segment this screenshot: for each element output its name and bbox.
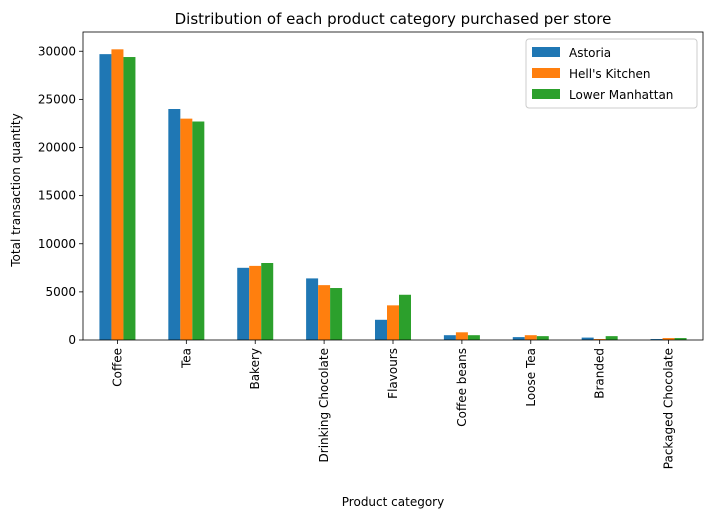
legend-label-0: Astoria [569,46,611,60]
y-tick-label-6: 30000 [38,44,76,58]
legend: Astoria Hell's Kitchen Lower Manhattan [525,38,698,109]
x-axis-label: Product category [342,495,444,509]
x-tick-label-5: Coffee beans [455,348,469,427]
bar-6-0 [512,337,525,340]
x-tick-label-2: Bakery [248,348,262,390]
y-tick-label-0: 0 [68,333,76,347]
bar-3-1 [318,285,331,340]
bar-0-2 [123,57,136,340]
bar-7-1 [593,339,606,340]
plot-area: 0 5000 10000 15000 20000 25000 30000 Coffee Tea B… [38,31,704,469]
bar-1-1 [180,118,193,341]
bar-8-2 [674,338,687,340]
legend-swatch-0 [532,47,560,57]
y-tick-label-3: 15000 [38,189,76,203]
legend-box [525,38,698,109]
y-tick-label-1: 5000 [45,285,76,299]
bar-3-0 [306,278,319,340]
x-tick-label-6: Loose Tea [524,348,538,407]
legend-label-2: Lower Manhattan [569,88,673,102]
y-axis-label: Total transaction quantity [9,113,23,267]
bar-8-0 [650,339,663,340]
bar-4-0 [375,319,387,340]
bar-0-1 [111,49,124,340]
bar-8-1 [662,338,675,340]
legend-swatch-2 [532,89,560,99]
x-tick-label-4: Flavours [386,348,400,399]
x-tick-label-1: Tea [179,348,193,369]
bar-5-1 [455,332,468,340]
bar-0-0 [99,54,112,340]
bar-3-2 [330,288,343,340]
bar-6-2 [536,336,549,340]
x-tick-label-0: Coffee [110,348,124,387]
x-tick-label-7: Branded [593,348,607,399]
bar-1-0 [168,109,181,340]
x-tick-label-8: Packaged Chocolate [662,348,676,469]
bar-7-2 [605,336,618,340]
legend-swatch-1 [532,68,560,78]
y-tick-label-2: 10000 [38,237,76,251]
bar-7-0 [581,337,594,340]
chart-title: Distribution of each product category pu… [175,10,612,28]
bar-4-2 [399,294,411,340]
bar-6-1 [524,335,537,340]
y-tick-label-5: 25000 [38,92,76,106]
bar-5-0 [443,335,456,340]
bar-2-2 [261,263,274,340]
bar-5-2 [467,335,480,340]
bar-1-2 [192,121,205,340]
bar-2-0 [237,267,250,340]
y-tick-label-4: 20000 [38,141,76,155]
x-tick-label-3: Drinking Chocolate [317,348,331,462]
bar-4-1 [387,305,399,340]
bar-2-1 [249,265,262,340]
legend-label-1: Hell's Kitchen [569,67,651,81]
